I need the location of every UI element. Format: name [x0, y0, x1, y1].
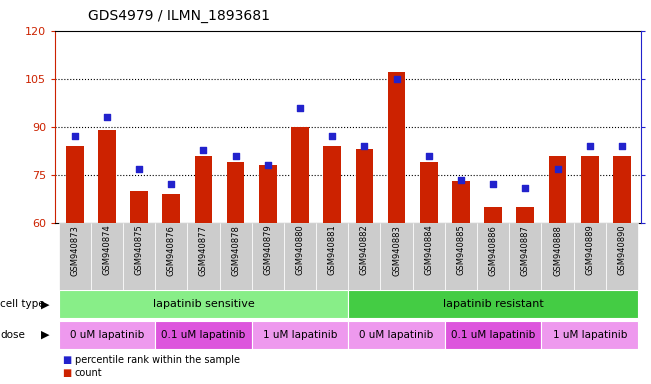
Bar — [348, 321, 445, 349]
Text: ■: ■ — [62, 355, 71, 365]
Bar — [195, 156, 212, 223]
Point — [166, 181, 176, 187]
Point — [70, 133, 80, 139]
Bar — [355, 149, 373, 223]
Text: GSM940875: GSM940875 — [135, 225, 143, 275]
Text: GSM940887: GSM940887 — [521, 225, 530, 276]
Point — [585, 143, 595, 149]
Point — [424, 152, 434, 159]
Point — [456, 177, 466, 184]
Text: GDS4979 / ILMN_1893681: GDS4979 / ILMN_1893681 — [88, 9, 270, 23]
Text: GSM940881: GSM940881 — [327, 225, 337, 275]
Bar — [348, 223, 380, 290]
Text: 0 uM lapatinib: 0 uM lapatinib — [70, 330, 144, 340]
Bar — [452, 181, 470, 223]
Point — [520, 185, 531, 191]
Bar — [549, 156, 566, 223]
Text: lapatinib resistant: lapatinib resistant — [443, 299, 544, 310]
Bar — [542, 223, 574, 290]
Text: 1 uM lapatinib: 1 uM lapatinib — [553, 330, 627, 340]
Bar — [59, 291, 348, 318]
Bar — [484, 207, 502, 223]
Text: ■: ■ — [62, 368, 71, 378]
Bar — [155, 321, 252, 349]
Bar — [445, 321, 542, 349]
Bar — [316, 223, 348, 290]
Bar — [66, 146, 83, 223]
Point — [102, 114, 112, 120]
Point — [134, 166, 145, 172]
Bar — [420, 162, 437, 223]
Point — [616, 143, 627, 149]
Point — [359, 143, 370, 149]
Bar — [348, 291, 638, 318]
Text: GSM940889: GSM940889 — [585, 225, 594, 275]
Text: GSM940888: GSM940888 — [553, 225, 562, 276]
Bar — [477, 223, 509, 290]
Bar — [227, 162, 245, 223]
Text: GSM940890: GSM940890 — [617, 225, 626, 275]
Bar — [162, 194, 180, 223]
Bar — [388, 72, 406, 223]
Bar — [59, 223, 90, 290]
Bar — [613, 156, 631, 223]
Text: count: count — [75, 368, 102, 378]
Point — [262, 162, 273, 168]
Bar — [324, 146, 341, 223]
Bar — [252, 321, 348, 349]
Text: GSM940883: GSM940883 — [392, 225, 401, 276]
Bar — [509, 223, 542, 290]
Text: GSM940884: GSM940884 — [424, 225, 434, 275]
Text: GSM940886: GSM940886 — [489, 225, 497, 276]
Bar — [380, 223, 413, 290]
Point — [552, 166, 562, 172]
Point — [295, 104, 305, 111]
Text: GSM940873: GSM940873 — [70, 225, 79, 276]
Text: 0.1 uM lapatinib: 0.1 uM lapatinib — [161, 330, 245, 340]
Text: GSM940878: GSM940878 — [231, 225, 240, 276]
Point — [391, 76, 402, 82]
Text: dose: dose — [0, 330, 25, 340]
Bar — [259, 165, 277, 223]
Bar — [542, 321, 638, 349]
Text: GSM940874: GSM940874 — [102, 225, 111, 275]
Bar — [219, 223, 252, 290]
Text: 0 uM lapatinib: 0 uM lapatinib — [359, 330, 434, 340]
Point — [198, 147, 208, 153]
Text: GSM940880: GSM940880 — [296, 225, 305, 275]
Bar — [291, 127, 309, 223]
Bar — [155, 223, 187, 290]
Bar — [59, 321, 155, 349]
Bar — [130, 191, 148, 223]
Bar — [90, 223, 123, 290]
Text: ▶: ▶ — [41, 330, 50, 340]
Bar — [284, 223, 316, 290]
Bar — [252, 223, 284, 290]
Bar — [574, 223, 606, 290]
Point — [488, 181, 499, 187]
Bar — [98, 130, 116, 223]
Point — [327, 133, 337, 139]
Text: GSM940879: GSM940879 — [263, 225, 272, 275]
Bar — [516, 207, 534, 223]
Bar — [606, 223, 638, 290]
Text: cell type: cell type — [0, 299, 45, 310]
Text: percentile rank within the sample: percentile rank within the sample — [75, 355, 240, 365]
Bar — [445, 223, 477, 290]
Text: GSM940877: GSM940877 — [199, 225, 208, 276]
Text: ▶: ▶ — [41, 299, 50, 310]
Text: 0.1 uM lapatinib: 0.1 uM lapatinib — [451, 330, 535, 340]
Bar — [123, 223, 155, 290]
Bar — [581, 156, 598, 223]
Text: 1 uM lapatinib: 1 uM lapatinib — [263, 330, 337, 340]
Text: GSM940876: GSM940876 — [167, 225, 176, 276]
Bar — [187, 223, 219, 290]
Text: GSM940885: GSM940885 — [456, 225, 465, 275]
Text: lapatinib sensitive: lapatinib sensitive — [152, 299, 255, 310]
Point — [230, 152, 241, 159]
Text: GSM940882: GSM940882 — [360, 225, 369, 275]
Bar — [413, 223, 445, 290]
